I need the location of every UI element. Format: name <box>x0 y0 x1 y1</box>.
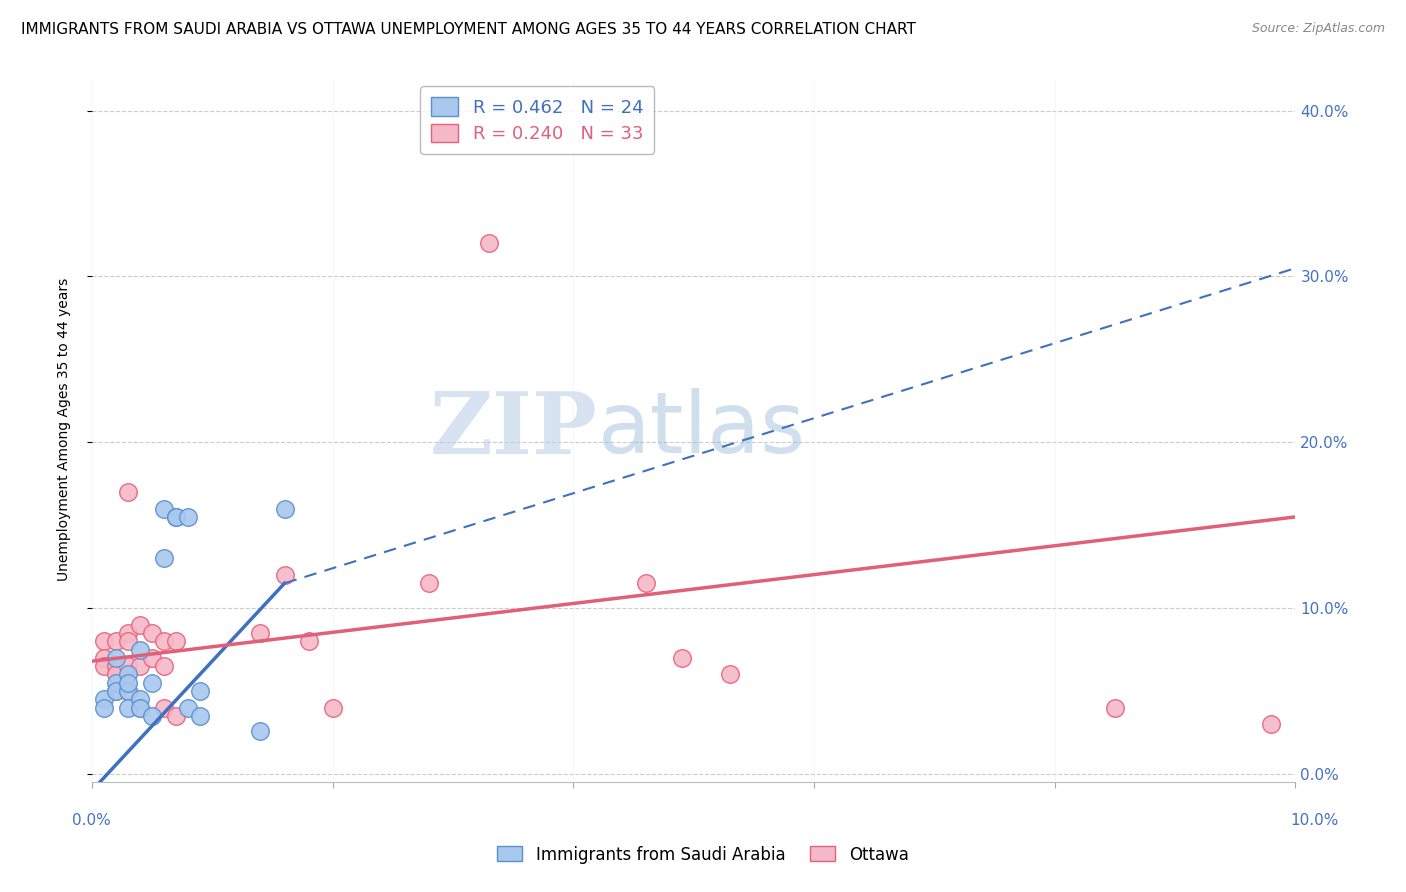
Point <box>718 667 741 681</box>
Point <box>273 568 295 582</box>
Point <box>153 551 176 566</box>
Point <box>117 675 139 690</box>
Text: Source: ZipAtlas.com: Source: ZipAtlas.com <box>1251 22 1385 36</box>
Point <box>117 700 139 714</box>
Point <box>634 576 657 591</box>
Point <box>117 667 139 681</box>
Point <box>141 651 163 665</box>
Point <box>141 709 163 723</box>
Point <box>117 684 139 698</box>
Point <box>93 700 115 714</box>
Point <box>671 651 693 665</box>
Text: IMMIGRANTS FROM SAUDI ARABIA VS OTTAWA UNEMPLOYMENT AMONG AGES 35 TO 44 YEARS CO: IMMIGRANTS FROM SAUDI ARABIA VS OTTAWA U… <box>21 22 915 37</box>
Point <box>165 509 187 524</box>
Point <box>153 634 176 648</box>
Point <box>105 634 128 648</box>
Point <box>165 709 187 723</box>
Point <box>153 659 176 673</box>
Point <box>129 700 152 714</box>
Legend: Immigrants from Saudi Arabia, Ottawa: Immigrants from Saudi Arabia, Ottawa <box>491 839 915 871</box>
Point <box>298 634 321 648</box>
Point <box>93 659 115 673</box>
Point <box>105 675 128 690</box>
Point <box>249 626 271 640</box>
Point <box>117 634 139 648</box>
Point <box>1104 700 1126 714</box>
Point <box>141 675 163 690</box>
Point <box>105 667 128 681</box>
Point <box>117 485 139 500</box>
Point <box>188 684 211 698</box>
Point <box>117 659 139 673</box>
Text: 10.0%: 10.0% <box>1291 814 1339 828</box>
Point <box>153 501 176 516</box>
Point <box>1260 717 1282 731</box>
Point <box>165 634 187 648</box>
Point <box>249 723 271 738</box>
Point <box>93 651 115 665</box>
Text: atlas: atlas <box>598 388 806 471</box>
Point <box>177 509 200 524</box>
Point <box>117 684 139 698</box>
Text: 0.0%: 0.0% <box>72 814 111 828</box>
Point <box>117 626 139 640</box>
Point <box>105 684 128 698</box>
Point <box>478 236 501 251</box>
Point <box>273 501 295 516</box>
Point <box>165 509 187 524</box>
Point <box>129 692 152 706</box>
Point <box>93 692 115 706</box>
Point <box>129 659 152 673</box>
Point <box>105 684 128 698</box>
Point <box>129 700 152 714</box>
Point <box>188 709 211 723</box>
Point <box>153 700 176 714</box>
Point <box>129 642 152 657</box>
Point <box>129 617 152 632</box>
Point <box>177 700 200 714</box>
Legend: R = 0.462   N = 24, R = 0.240   N = 33: R = 0.462 N = 24, R = 0.240 N = 33 <box>420 87 654 154</box>
Text: ZIP: ZIP <box>430 388 598 472</box>
Point <box>141 626 163 640</box>
Point <box>105 651 128 665</box>
Point <box>322 700 344 714</box>
Point <box>105 659 128 673</box>
Y-axis label: Unemployment Among Ages 35 to 44 years: Unemployment Among Ages 35 to 44 years <box>58 278 72 582</box>
Point <box>93 634 115 648</box>
Point <box>418 576 440 591</box>
